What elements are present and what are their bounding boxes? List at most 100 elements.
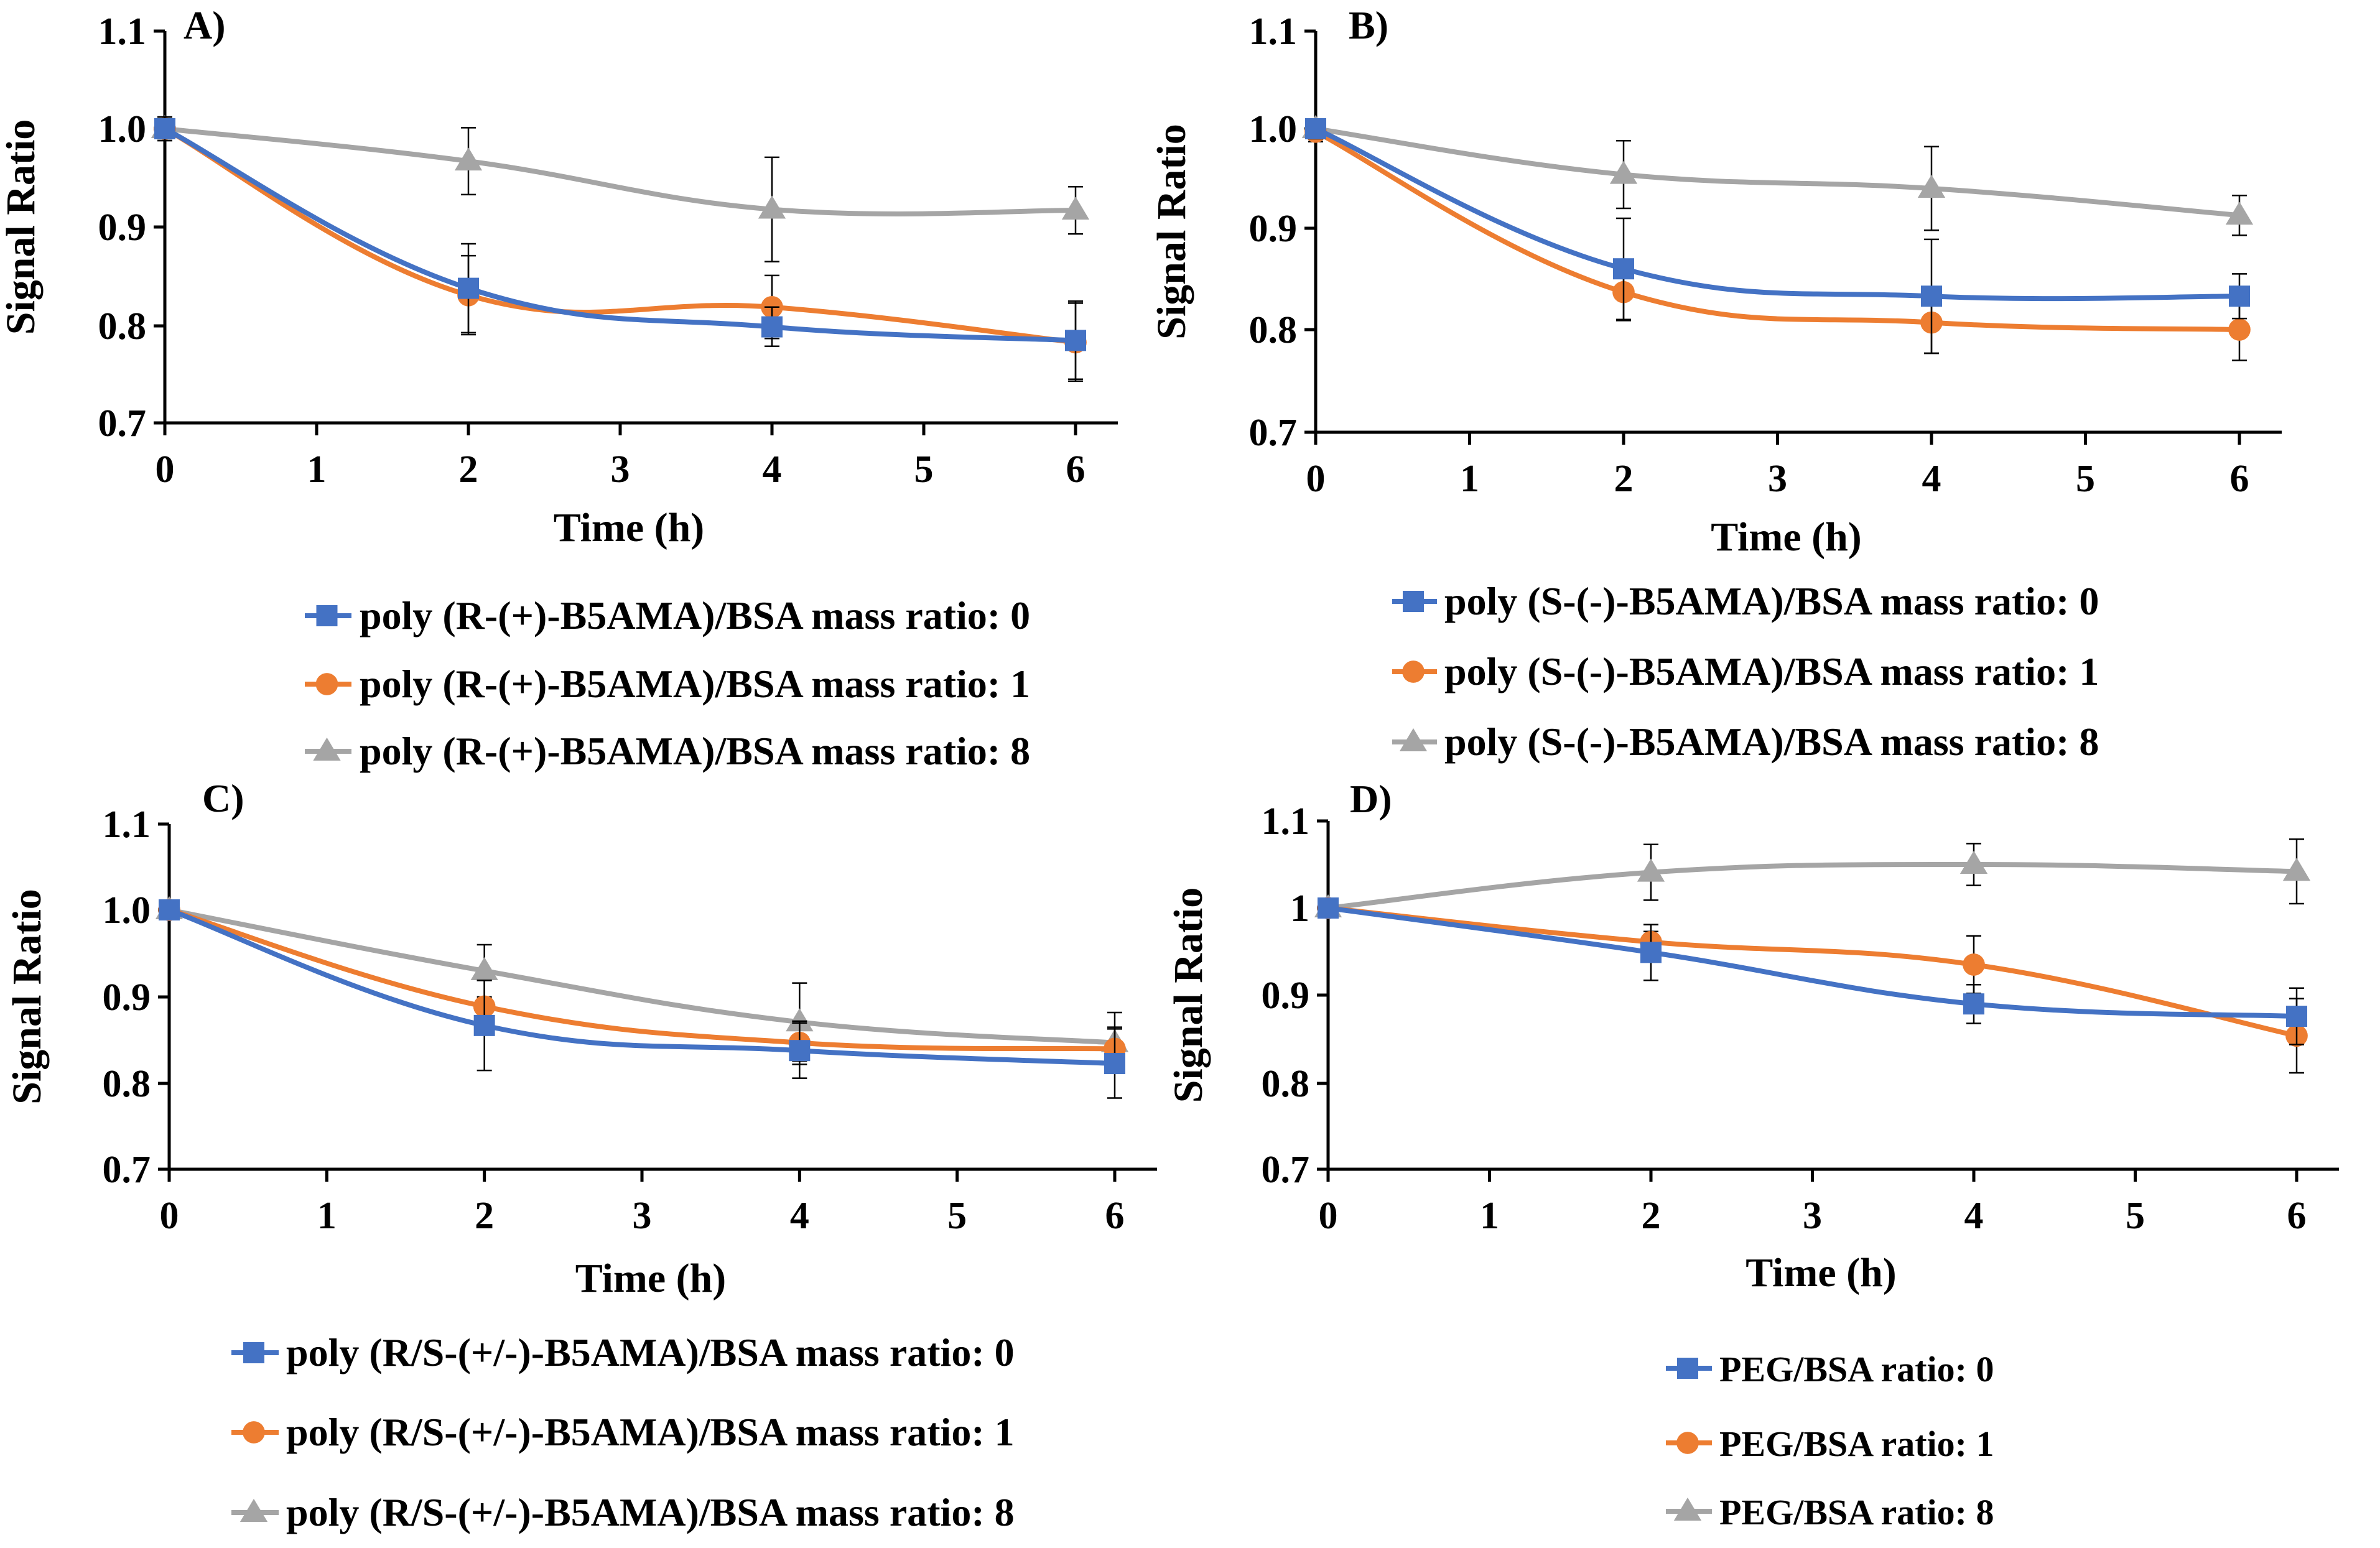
data-point (1917, 174, 1946, 198)
series-line (168, 907, 1115, 1066)
legend-item: poly (R-(+)-B5AMA)/BSA mass ratio: 8 (305, 729, 1030, 773)
data-point (2229, 285, 2250, 307)
panels: 0.7 0.8 0.9 1.0 1.1 0 1 2 3 4 5 6 Time (h) Signal Rat… (0, 3, 2339, 1534)
x-tick-label: 4 (1964, 1195, 1984, 1237)
x-tick-label: 1 (317, 1195, 337, 1237)
data-point (1609, 160, 1638, 184)
legend-swatch-marker (1677, 1358, 1698, 1379)
x-tick-label: 5 (2126, 1195, 2145, 1237)
x-tick-label: 6 (1066, 448, 1085, 491)
legend-swatch-marker (1403, 591, 1424, 612)
legend-swatch-marker (243, 1342, 264, 1363)
legend-item: PEG/BSA ratio: 0 (1666, 1349, 1994, 1389)
legend-label: poly (R/S-(+/-)-B5AMA)/BSA mass ratio: 1 (286, 1410, 1015, 1454)
y-tick-label: 0.9 (103, 976, 151, 1019)
chart-panel-1: 0.7 0.8 0.9 1.0 1.1 0 1 2 3 4 5 6 Time (h) Signal Rat… (0, 3, 1118, 773)
data-point (1921, 285, 1942, 307)
data-point (454, 147, 483, 171)
data-point (154, 118, 175, 139)
legend-item: poly (S-(-)-B5AMA)/BSA mass ratio: 0 (1392, 579, 2099, 623)
x-tick-label: 2 (1614, 458, 1634, 500)
x-axis-title: Time (h) (1711, 514, 1862, 560)
legend-label: poly (R-(+)-B5AMA)/BSA mass ratio: 8 (360, 729, 1030, 773)
y-tick-label: 1.1 (98, 11, 147, 53)
y-tick-label: 0.8 (1249, 309, 1298, 351)
x-tick-label: 4 (790, 1195, 809, 1237)
legend-swatch-marker (316, 605, 338, 626)
y-tick-label: 1.0 (1249, 108, 1298, 151)
data-point (1305, 118, 1326, 139)
x-tick-label: 2 (475, 1195, 494, 1237)
series-line (1327, 906, 2297, 1039)
data-point (470, 957, 498, 980)
y-tick-label: 0.9 (1249, 208, 1298, 250)
legend-label: PEG/BSA ratio: 0 (1719, 1349, 1994, 1389)
legend-swatch-marker (313, 737, 341, 761)
legend-label: poly (S-(-)-B5AMA)/BSA mass ratio: 1 (1444, 649, 2099, 693)
panel-label: B) (1349, 3, 1388, 47)
legend-item: poly (S-(-)-B5AMA)/BSA mass ratio: 8 (1392, 720, 2099, 764)
legend: poly (R/S-(+/-)-B5AMA)/BSA mass ratio: 0… (231, 1330, 1015, 1534)
x-tick-label: 5 (947, 1195, 967, 1237)
legend-label: PEG/BSA ratio: 1 (1719, 1424, 1994, 1464)
legend: PEG/BSA ratio: 0 PEG/BSA ratio: 1 PEG/BSA … (1666, 1349, 1994, 1532)
data-point (473, 1014, 495, 1036)
panel-label: D) (1350, 777, 1392, 821)
data-point (159, 899, 180, 920)
series-line (164, 126, 1076, 343)
series-2 (1314, 838, 2311, 917)
x-axis-title: Time (h) (1745, 1250, 1897, 1295)
y-axis-title: Signal Ratio (1149, 124, 1194, 340)
series-line (1315, 126, 2240, 218)
y-tick-label: 0.7 (98, 402, 147, 445)
legend-label: poly (S-(-)-B5AMA)/BSA mass ratio: 8 (1444, 720, 2099, 764)
legend-label: PEG/BSA ratio: 8 (1719, 1492, 1994, 1532)
x-tick-label: 6 (1105, 1195, 1125, 1237)
y-tick-label: 1.0 (98, 108, 147, 151)
legend-item: poly (R-(+)-B5AMA)/BSA mass ratio: 1 (305, 662, 1030, 706)
x-tick-label: 3 (633, 1195, 652, 1237)
x-axis-title: Time (h) (575, 1256, 727, 1301)
series-line (1327, 861, 2297, 911)
x-tick-label: 1 (1460, 458, 1479, 500)
data-point (1963, 993, 1984, 1015)
series-2 (1301, 114, 2254, 236)
x-tick-label: 6 (2287, 1195, 2307, 1237)
y-axis-title: Signal Ratio (4, 889, 50, 1105)
x-tick-label: 0 (156, 448, 175, 491)
data-point (1637, 858, 1665, 882)
legend-label: poly (R-(+)-B5AMA)/BSA mass ratio: 0 (360, 593, 1030, 637)
y-tick-label: 1.1 (1249, 11, 1298, 53)
x-tick-label: 4 (763, 448, 782, 491)
x-tick-label: 6 (2230, 458, 2249, 500)
legend-swatch-marker (1399, 728, 1428, 751)
series-0 (159, 899, 1125, 1099)
series-line (164, 126, 1076, 345)
legend: poly (S-(-)-B5AMA)/BSA mass ratio: 0 poly… (1392, 579, 2099, 764)
x-tick-label: 1 (1480, 1195, 1499, 1237)
chart-panel-4: 0.7 0.8 0.9 1 1.1 0 1 2 3 4 5 6 Time (h) Signal Ratio… (1166, 777, 2339, 1532)
legend: poly (R-(+)-B5AMA)/BSA mass ratio: 0 poly… (305, 593, 1030, 773)
x-tick-label: 0 (160, 1195, 179, 1237)
data-point (1061, 197, 1090, 220)
y-tick-label: 0.8 (1262, 1063, 1310, 1105)
x-tick-label: 1 (307, 448, 327, 491)
legend-swatch-marker (315, 673, 338, 695)
legend-label: poly (R/S-(+/-)-B5AMA)/BSA mass ratio: 0 (286, 1330, 1015, 1374)
data-point (2282, 858, 2311, 881)
panel-label: C) (202, 776, 244, 820)
data-point (458, 277, 479, 299)
y-tick-label: 1.1 (1262, 800, 1310, 843)
series-line (164, 126, 1076, 216)
y-tick-label: 1.1 (103, 804, 151, 846)
chart-panel-3: 0.7 0.8 0.9 1.0 1.1 0 1 2 3 4 5 6 Time (h) Signal Rat… (4, 776, 1157, 1534)
x-axis-title: Time (h) (554, 505, 705, 550)
x-tick-label: 3 (1803, 1195, 1822, 1237)
data-point (1963, 953, 1985, 976)
legend-item: poly (R/S-(+/-)-B5AMA)/BSA mass ratio: 0 (231, 1330, 1015, 1374)
y-tick-label: 0.8 (103, 1063, 151, 1105)
data-point (2225, 202, 2254, 225)
data-point (1959, 850, 1988, 874)
legend-label: poly (R/S-(+/-)-B5AMA)/BSA mass ratio: 8 (286, 1490, 1015, 1534)
y-tick-label: 0.7 (1249, 412, 1298, 454)
